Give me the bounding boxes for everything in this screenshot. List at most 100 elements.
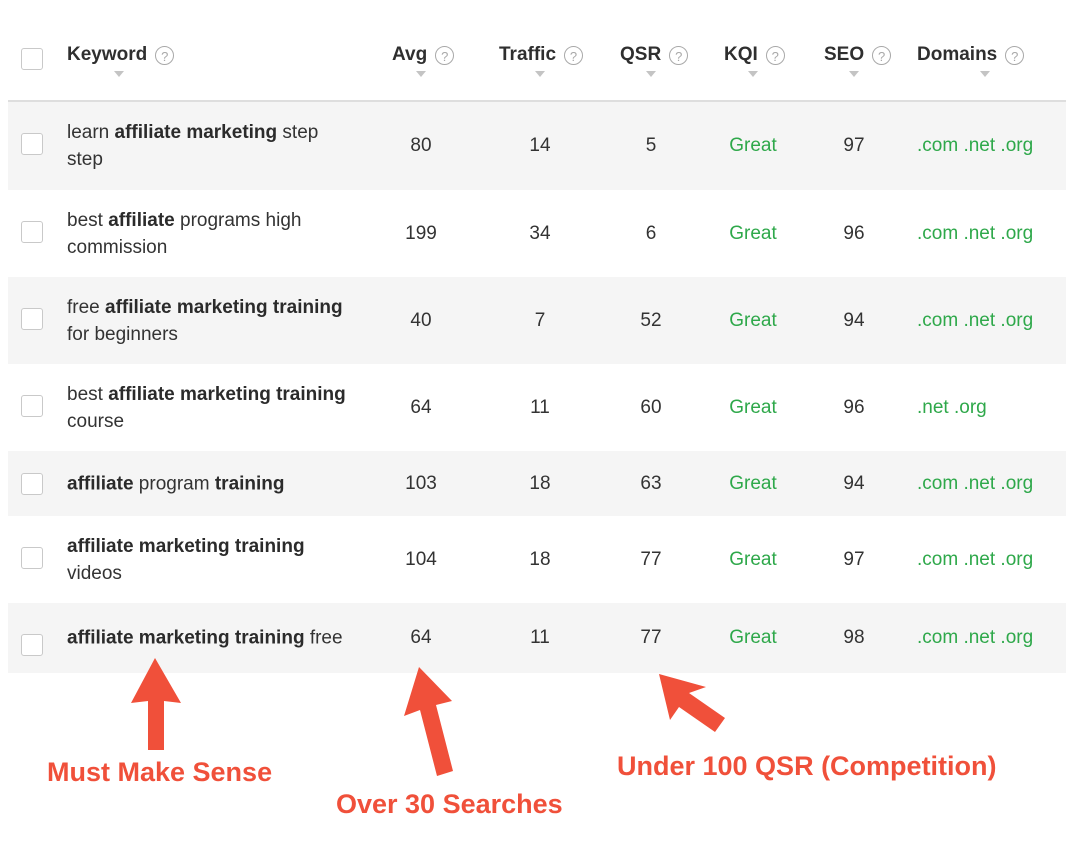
annotation-keyword: Must Make Sense: [47, 757, 273, 787]
keyword-cell: free affiliate marketing training for be…: [67, 294, 357, 348]
table-row[interactable]: best affiliate programs high commission 1…: [8, 190, 1066, 277]
column-label-traffic: Traffic: [499, 44, 557, 65]
qsr-cell: 52: [640, 309, 662, 331]
avg-cell: 40: [410, 309, 432, 331]
keyword-text: free: [67, 296, 106, 318]
traffic-cell: 14: [529, 135, 551, 156]
kqi-cell: Great: [729, 396, 777, 418]
traffic-cell: 18: [529, 548, 551, 570]
up-arrow-icon: [659, 674, 725, 732]
keyword-table: Keyword ? Avg ? Traffic ? QSR ? KQI ? SE…: [8, 0, 1066, 673]
avg-cell: 104: [405, 548, 437, 570]
table-row[interactable]: affiliate marketing training free 64 11 77 G…: [8, 603, 1066, 673]
keyword-text: step step: [67, 122, 319, 170]
column-header-seo[interactable]: SEO ?: [824, 43, 892, 67]
help-icon[interactable]: ?: [564, 45, 584, 65]
column-header-keyword[interactable]: Keyword ?: [67, 43, 175, 67]
qsr-cell: 77: [640, 627, 662, 648]
column-header-domains[interactable]: Domains ?: [917, 43, 1025, 67]
column-label-seo: SEO: [824, 44, 865, 65]
help-icon[interactable]: ?: [1005, 45, 1025, 65]
column-header-qsr[interactable]: QSR ?: [620, 43, 689, 67]
row-checkbox[interactable]: [21, 221, 43, 243]
keyword-cell: affiliate marketing training free: [67, 625, 357, 652]
traffic-cell: 34: [529, 222, 551, 244]
keyword-text: programs high commission: [67, 209, 302, 258]
keyword-match-text: affiliate marketing training: [105, 296, 343, 318]
annotation-qsr: Under 100 QSR (Competition): [617, 751, 997, 781]
column-label-avg: Avg: [392, 44, 428, 65]
keyword-cell: best affiliate programs high commission: [67, 207, 357, 261]
keyword-text: learn: [67, 122, 115, 143]
avg-cell: 103: [405, 472, 437, 494]
table-row[interactable]: learn affiliate marketing step step 80 14 5…: [8, 102, 1066, 190]
domains-cell[interactable]: .com .net .org: [917, 135, 1034, 156]
domains-cell[interactable]: .com .net .org: [917, 627, 1034, 648]
table-row[interactable]: affiliate marketing training videos 104 18…: [8, 516, 1066, 603]
avg-cell: 64: [410, 627, 432, 648]
sort-caret-icon[interactable]: [980, 71, 990, 77]
keyword-text: videos: [67, 562, 122, 584]
help-icon[interactable]: ?: [155, 45, 175, 65]
sort-caret-icon[interactable]: [748, 71, 758, 77]
table-row[interactable]: best affiliate marketing training course…: [8, 364, 1066, 451]
annotation-avg: Over 30 Searches: [336, 789, 563, 819]
keyword-match-text: affiliate marketing training: [108, 383, 346, 405]
avg-cell: 64: [410, 396, 432, 418]
seo-cell: 97: [843, 548, 865, 570]
help-icon[interactable]: ?: [765, 45, 785, 65]
domains-cell[interactable]: .com .net .org: [917, 548, 1034, 570]
row-checkbox[interactable]: [21, 308, 43, 330]
keyword-text: best: [67, 209, 109, 231]
help-icon[interactable]: ?: [872, 45, 892, 65]
keyword-match-text: affiliate marketing training: [67, 627, 305, 649]
sort-caret-icon[interactable]: [849, 71, 859, 77]
up-arrow-icon: [131, 658, 181, 750]
sort-caret-icon[interactable]: [535, 71, 545, 77]
domains-cell[interactable]: .net .org: [917, 396, 987, 418]
column-header-avg[interactable]: Avg ?: [392, 43, 455, 67]
keyword-match-text: affiliate: [108, 209, 175, 231]
seo-cell: 97: [843, 135, 865, 156]
table-row[interactable]: affiliate program training 103 18 63 Great 94…: [8, 451, 1066, 516]
column-label-kqi: KQI: [724, 44, 758, 65]
column-header-kqi[interactable]: KQI ?: [724, 43, 785, 67]
sort-caret-icon[interactable]: [114, 71, 124, 77]
row-checkbox[interactable]: [21, 547, 43, 569]
keyword-text: free: [304, 627, 343, 649]
table-header: Keyword ? Avg ? Traffic ? QSR ? KQI ? SE…: [8, 0, 1066, 102]
qsr-cell: 6: [645, 222, 657, 244]
row-checkbox[interactable]: [21, 473, 43, 495]
keyword-match-text: training: [214, 473, 285, 494]
column-label-domains: Domains: [917, 44, 998, 65]
domains-cell[interactable]: .com .net .org: [917, 222, 1034, 244]
sort-caret-icon[interactable]: [646, 71, 656, 77]
domains-cell[interactable]: .com .net .org: [917, 309, 1034, 331]
row-checkbox[interactable]: [21, 133, 43, 155]
select-all-checkbox[interactable]: [21, 48, 43, 70]
kqi-cell: Great: [729, 627, 777, 648]
kqi-cell: Great: [729, 309, 777, 331]
row-checkbox[interactable]: [21, 634, 43, 656]
domains-cell[interactable]: .com .net .org: [917, 472, 1034, 494]
avg-cell: 199: [405, 222, 437, 244]
sort-caret-icon[interactable]: [416, 71, 426, 77]
seo-cell: 98: [843, 627, 865, 648]
help-icon[interactable]: ?: [435, 45, 455, 65]
keyword-text: for beginners: [67, 323, 178, 345]
kqi-cell: Great: [729, 472, 777, 494]
row-checkbox[interactable]: [21, 395, 43, 417]
qsr-cell: 63: [640, 472, 662, 494]
keyword-match-text: affiliate marketing: [114, 122, 278, 143]
up-arrow-icon: [404, 667, 453, 776]
keyword-cell: affiliate marketing training videos: [67, 533, 357, 587]
table-row[interactable]: free affiliate marketing training for be…: [8, 277, 1066, 364]
kqi-cell: Great: [729, 222, 777, 244]
column-header-traffic[interactable]: Traffic ?: [499, 43, 584, 67]
qsr-cell: 5: [645, 135, 657, 156]
help-icon[interactable]: ?: [669, 45, 689, 65]
traffic-cell: 18: [529, 472, 551, 494]
table-body: learn affiliate marketing step step 80 14 5…: [8, 102, 1066, 673]
keyword-text: course: [67, 410, 125, 432]
qsr-cell: 60: [640, 396, 662, 418]
